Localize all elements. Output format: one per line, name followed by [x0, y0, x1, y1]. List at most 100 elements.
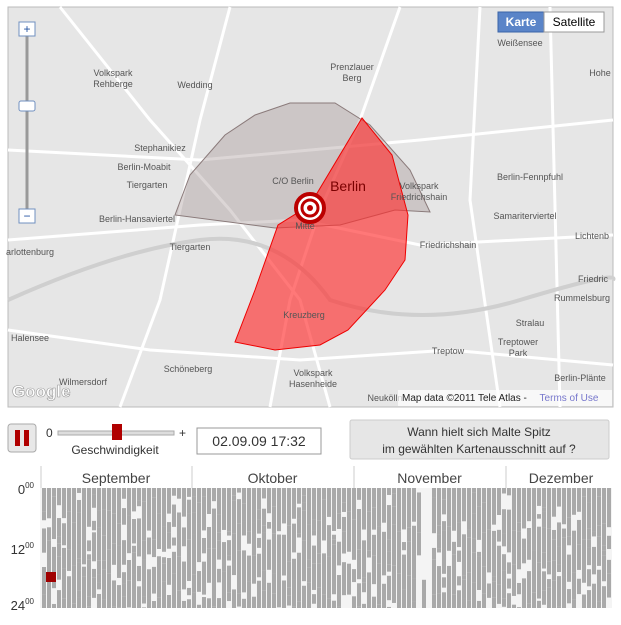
activity-bar: [77, 590, 81, 598]
activity-bar: [482, 594, 486, 608]
svg-text:−: −: [23, 209, 30, 223]
activity-bar: [332, 535, 336, 540]
terms-link[interactable]: Terms of Use: [540, 393, 599, 404]
activity-bar: [107, 550, 111, 574]
activity-bar: [412, 526, 416, 553]
activity-bar: [507, 593, 511, 608]
activity-bar: [192, 496, 196, 512]
activity-bar: [547, 579, 551, 588]
place: Treptower: [498, 337, 538, 347]
activity-bar: [177, 512, 181, 556]
activity-bar: [377, 605, 381, 608]
activity-bar: [557, 607, 561, 608]
activity-bar: [247, 531, 251, 543]
activity-bar: [302, 488, 306, 495]
activity-bar: [237, 499, 241, 523]
activity-bar: [357, 554, 361, 580]
hour-main: 0: [18, 482, 25, 497]
activity-bar: [42, 567, 46, 595]
activity-bar: [232, 533, 236, 575]
activity-bar: [177, 556, 181, 590]
place: Rehberge: [93, 79, 133, 89]
activity-bar: [62, 488, 66, 518]
activity-bar: [222, 571, 226, 608]
activity-bar: [377, 563, 381, 604]
activity-bar: [132, 552, 136, 574]
activity-bar: [82, 567, 86, 577]
activity-bar: [567, 589, 571, 603]
activity-bar: [347, 511, 351, 552]
hour-label: 1200: [11, 541, 35, 557]
activity-bar: [312, 563, 316, 590]
svg-text:+: +: [23, 22, 30, 36]
place: Prenzlauer: [330, 62, 374, 72]
activity-bar: [307, 524, 311, 560]
activity-bar: [62, 523, 66, 545]
activity-bar: [262, 488, 266, 498]
activity-bar: [587, 547, 591, 565]
activity-bar: [307, 568, 311, 583]
question-line: im gewählten Kartenausschnitt auf ?: [382, 442, 576, 456]
activity-bar: [227, 488, 231, 493]
activity-bar: [107, 510, 111, 549]
activity-bar: [402, 542, 406, 550]
activity-bar: [457, 488, 461, 523]
activity-bar: [542, 511, 546, 527]
activity-bar: [332, 601, 336, 608]
activity-bar: [447, 526, 451, 551]
activity-bar: [77, 563, 81, 590]
activity-bar: [462, 576, 466, 580]
activity-bar: [582, 488, 586, 497]
activity-bar: [492, 538, 496, 577]
activity-bar: [337, 542, 341, 566]
activity-bar: [542, 590, 546, 604]
activity-bar: [322, 499, 326, 515]
activity-bar: [157, 488, 161, 513]
place: Berg: [342, 73, 361, 83]
activity-bar: [87, 606, 91, 608]
activity-bar: [322, 594, 326, 608]
activity-bar: [452, 555, 456, 578]
activity-bar: [252, 522, 256, 556]
activity-bar: [257, 510, 261, 520]
activity-bar: [527, 488, 531, 521]
activity-bar: [462, 598, 466, 608]
activity-bar: [372, 535, 376, 556]
activity-bar: [607, 560, 611, 573]
activity-bar: [607, 573, 611, 591]
speed-handle[interactable]: [112, 424, 122, 440]
activity-bar: [532, 550, 536, 592]
activity-bar: [507, 579, 511, 589]
activity-bar: [542, 552, 546, 568]
activity-bar: [342, 488, 346, 502]
activity-bar: [477, 552, 481, 557]
activity-bar: [382, 532, 386, 576]
activity-bar: [602, 524, 606, 546]
activity-bar: [437, 525, 441, 534]
activity-bar: [312, 594, 316, 604]
zoom-slider[interactable]: [19, 101, 35, 111]
activity-bar: [187, 514, 191, 539]
activity-bar: [337, 488, 341, 514]
activity-bar: [537, 562, 541, 598]
activity-bar: [597, 601, 601, 608]
activity-bar: [82, 515, 86, 524]
activity-bar: [572, 531, 576, 572]
activity-bar: [207, 488, 211, 514]
activity-bar: [582, 539, 586, 583]
activity-bar: [42, 488, 46, 512]
activity-bar: [217, 569, 221, 583]
pause-button[interactable]: [8, 424, 36, 452]
activity-bar: [497, 530, 501, 542]
activity-bar: [317, 563, 321, 587]
activity-bar: [387, 551, 391, 564]
activity-bar: [452, 488, 456, 531]
activity-bar: [102, 569, 106, 599]
activity-bar: [297, 488, 301, 504]
activity-bar: [587, 488, 591, 503]
activity-bar: [282, 535, 286, 576]
activity-bar: [342, 532, 346, 554]
activity-bar: [122, 540, 126, 565]
activity-bar: [407, 542, 411, 576]
activity-bar: [297, 533, 301, 537]
